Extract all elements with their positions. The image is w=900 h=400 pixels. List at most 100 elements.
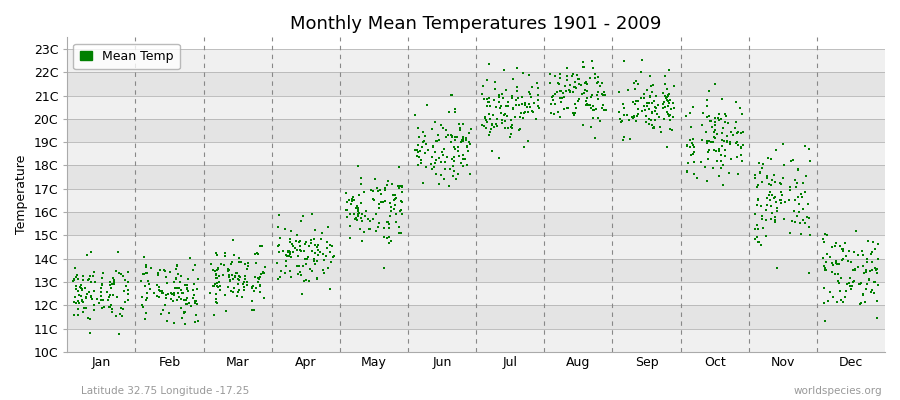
- Point: [348, 215, 363, 221]
- Point: [307, 256, 321, 263]
- Point: [462, 139, 476, 145]
- Point: [598, 89, 612, 96]
- Point: [380, 219, 394, 225]
- Point: [557, 94, 572, 100]
- Point: [786, 157, 800, 163]
- Point: [234, 294, 248, 300]
- Point: [637, 103, 652, 109]
- Point: [68, 264, 82, 271]
- Point: [478, 117, 492, 124]
- Point: [488, 78, 502, 85]
- Point: [205, 267, 220, 273]
- Point: [104, 282, 118, 288]
- Point: [710, 158, 724, 164]
- Point: [768, 194, 782, 200]
- Point: [616, 101, 630, 107]
- Point: [446, 158, 461, 164]
- Point: [770, 207, 784, 214]
- Point: [418, 133, 432, 139]
- Point: [636, 91, 651, 97]
- Point: [802, 146, 816, 152]
- Point: [511, 126, 526, 133]
- Point: [220, 284, 235, 290]
- Point: [452, 153, 466, 159]
- Point: [656, 90, 670, 96]
- Point: [278, 263, 293, 269]
- Point: [372, 188, 386, 194]
- Point: [571, 71, 585, 78]
- Point: [831, 298, 845, 305]
- Point: [327, 253, 341, 260]
- Point: [156, 289, 170, 296]
- Point: [456, 152, 471, 158]
- Point: [456, 137, 471, 144]
- Point: [723, 141, 737, 147]
- Point: [324, 259, 338, 266]
- Point: [87, 307, 102, 314]
- Point: [497, 66, 511, 73]
- Point: [185, 267, 200, 273]
- Point: [720, 133, 734, 140]
- Point: [785, 218, 799, 224]
- Point: [706, 129, 721, 136]
- Point: [174, 305, 188, 311]
- Point: [622, 136, 636, 142]
- Point: [569, 85, 583, 92]
- Point: [486, 112, 500, 118]
- Point: [284, 241, 299, 247]
- Point: [354, 181, 368, 188]
- Point: [68, 294, 82, 300]
- Point: [504, 124, 518, 130]
- Point: [230, 276, 245, 282]
- Point: [226, 289, 240, 296]
- Point: [547, 91, 562, 98]
- Point: [415, 144, 429, 150]
- Point: [870, 270, 885, 276]
- Point: [661, 93, 675, 99]
- Point: [475, 121, 490, 128]
- Point: [448, 106, 463, 112]
- Point: [66, 278, 80, 284]
- Point: [180, 295, 194, 301]
- Point: [550, 89, 564, 96]
- Point: [842, 279, 856, 286]
- Point: [508, 102, 523, 108]
- Point: [183, 255, 197, 261]
- Point: [86, 288, 101, 294]
- Point: [567, 84, 581, 90]
- Point: [500, 125, 515, 131]
- Point: [408, 147, 422, 153]
- Point: [165, 290, 179, 297]
- Point: [229, 270, 243, 276]
- Point: [284, 254, 298, 261]
- Point: [347, 216, 362, 222]
- Point: [791, 167, 806, 173]
- Point: [560, 77, 574, 83]
- Point: [564, 72, 579, 79]
- Point: [560, 73, 574, 79]
- Point: [294, 248, 309, 254]
- Point: [752, 168, 767, 175]
- Point: [134, 278, 148, 284]
- Point: [84, 293, 98, 299]
- Point: [647, 124, 662, 130]
- Point: [703, 118, 717, 124]
- Bar: [68, 189, 885, 212]
- Point: [589, 105, 603, 112]
- Point: [454, 160, 469, 166]
- Point: [455, 163, 470, 169]
- Point: [228, 273, 242, 279]
- Point: [616, 118, 630, 124]
- Point: [222, 274, 237, 280]
- Point: [208, 281, 222, 288]
- Point: [76, 298, 90, 305]
- Point: [644, 122, 659, 128]
- Point: [845, 283, 859, 290]
- Point: [361, 216, 375, 222]
- Point: [118, 277, 132, 284]
- Point: [296, 212, 310, 219]
- Point: [155, 290, 169, 296]
- Point: [560, 105, 574, 111]
- Point: [254, 271, 268, 278]
- Point: [559, 88, 573, 94]
